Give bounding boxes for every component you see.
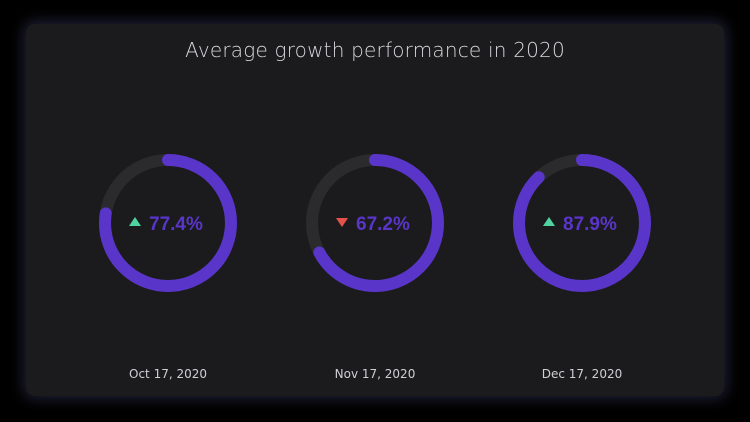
triangle-down-icon [336,218,348,227]
triangle-up-icon [543,217,555,226]
donut-gauge-3: 87.9% Dec 17, 2020 [513,154,651,381]
donut-date-label: Oct 17, 2020 [129,367,207,381]
donut-value-label: 67.2% [356,214,410,235]
chart-card [26,24,724,396]
donut-date-label: Nov 17, 2020 [335,367,416,381]
donut-value-arc [306,154,444,292]
donut-gauge-2: 67.2% Nov 17, 2020 [306,154,444,381]
donut-gauge-1: 77.4% Oct 17, 2020 [99,154,237,381]
donut-value-label: 87.9% [563,214,617,235]
donut-value-arc [99,154,237,292]
donut-value-label: 77.4% [149,214,203,235]
donut-date-label: Dec 17, 2020 [542,367,622,381]
chart-title: Average growth performance in 2020 [185,38,565,62]
donut-value-arc [513,154,651,292]
triangle-up-icon [129,217,141,226]
